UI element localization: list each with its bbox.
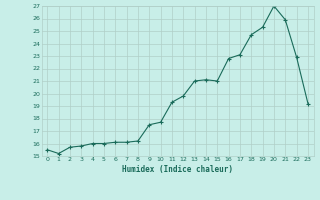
X-axis label: Humidex (Indice chaleur): Humidex (Indice chaleur) <box>122 165 233 174</box>
